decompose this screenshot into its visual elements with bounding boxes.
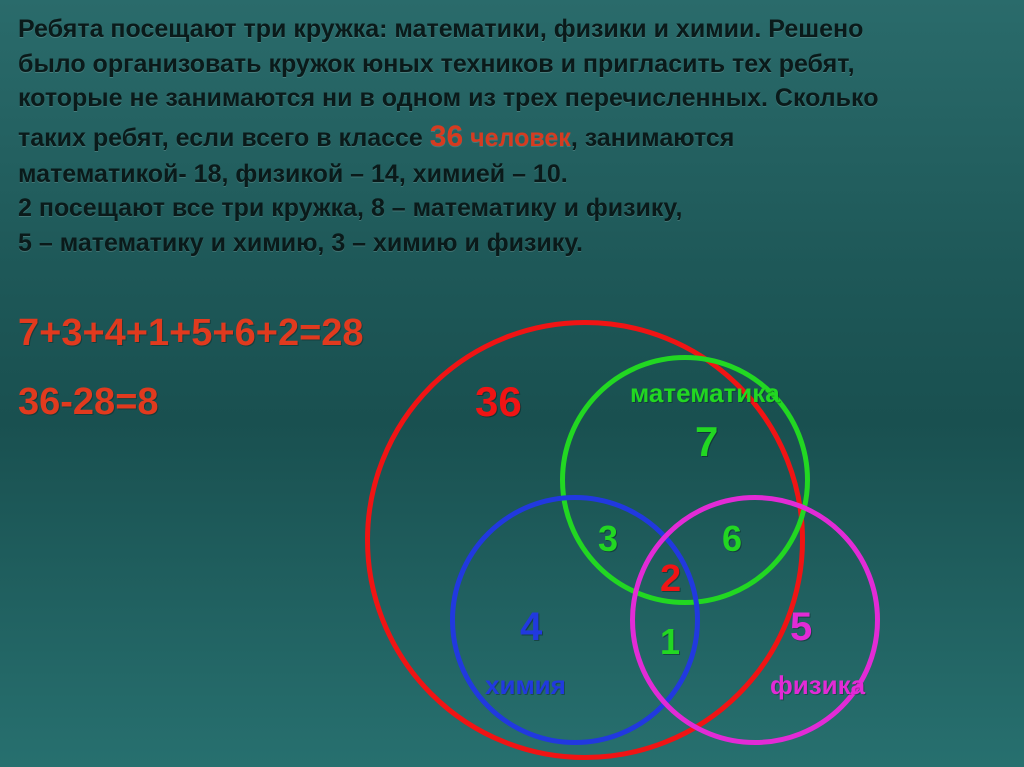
label-chem-only: 4 [520, 605, 542, 650]
label-chem-phys: 1 [660, 621, 680, 663]
label-phys-word: физика [770, 670, 865, 701]
calc-line-1: 7+3+4+1+5+6+2=28 [18, 312, 364, 355]
problem-text: Ребята посещают три кружка: математики, … [18, 12, 1006, 260]
label-chem-word: химия [485, 670, 566, 701]
label-math-chem: 3 [598, 518, 618, 560]
problem-line: 2 посещают все три кружка, 8 – математик… [18, 191, 1006, 226]
venn-diagram: 36 математика 7 3 6 2 1 4 5 химия физика [330, 300, 1010, 760]
problem-line: было организовать кружок юных техников и… [18, 47, 1006, 82]
problem-line: Ребята посещают три кружка: математики, … [18, 12, 1006, 47]
problem-frag: , занимаются [571, 124, 735, 152]
calc-line-2: 36-28=8 [18, 381, 364, 424]
label-phys-only: 5 [790, 605, 812, 650]
problem-line: которые не занимаются ни в одном из трех… [18, 81, 1006, 116]
label-math-only: 7 [695, 418, 718, 466]
circle-phys [630, 495, 880, 745]
label-outer-36: 36 [475, 378, 522, 426]
problem-line: математикой- 18, физикой – 14, химией – … [18, 157, 1006, 192]
highlight-word: человек [463, 124, 571, 152]
label-all-three: 2 [660, 558, 681, 601]
problem-line: 5 – математику и химию, 3 – химию и физи… [18, 226, 1006, 261]
problem-frag: таких ребят, если всего в классе [18, 124, 430, 152]
calculation-block: 7+3+4+1+5+6+2=28 36-28=8 [18, 312, 364, 424]
highlight-36: 36 [430, 120, 463, 153]
label-math-word: математика [630, 378, 780, 409]
label-math-phys: 6 [722, 518, 742, 560]
problem-line: таких ребят, если всего в классе 36 чело… [18, 116, 1006, 157]
